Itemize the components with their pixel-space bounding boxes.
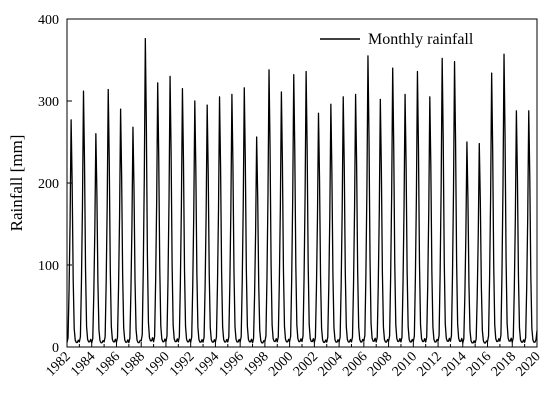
peak-point [144, 38, 146, 40]
x-tick-label: 2012 [414, 349, 444, 379]
x-tick-label: 2000 [266, 349, 296, 379]
peak-point [342, 96, 344, 98]
x-tick-label: 1990 [142, 349, 172, 379]
y-tick-label: 0 [52, 341, 59, 356]
y-tick-label: 200 [38, 177, 59, 192]
peak-point [231, 93, 233, 95]
x-tick-label: 2002 [291, 349, 321, 379]
series-line-monthly-rainfall [66, 38, 538, 344]
peak-point [330, 103, 332, 105]
peak-point [157, 82, 159, 84]
x-tick-label: 2006 [340, 349, 370, 379]
x-tick-label: 2018 [489, 349, 519, 379]
x-tick-label: 1988 [118, 349, 148, 379]
peak-point [95, 133, 97, 135]
peak-point [206, 104, 208, 106]
peak-point [515, 110, 517, 112]
x-tick-label: 1986 [93, 349, 123, 379]
peak-point [367, 55, 369, 57]
peak-point [70, 119, 72, 121]
peak-point [132, 126, 134, 128]
y-axis: 0 100 200 300 400 [38, 13, 72, 356]
peak-point [280, 91, 282, 93]
peak-point [256, 136, 258, 138]
series-layer [66, 38, 538, 344]
peak-point [293, 74, 295, 76]
peak-point [454, 61, 456, 63]
peak-point [243, 87, 245, 89]
peak-point [317, 112, 319, 114]
x-tick-label: 2020 [513, 349, 543, 379]
x-tick-label: 2008 [365, 349, 395, 379]
peak-point [82, 90, 84, 92]
x-axis: 1982198419861988199019921994199619982000… [43, 342, 544, 380]
peak-point [107, 89, 109, 91]
y-tick-label: 400 [38, 13, 59, 28]
peak-point [392, 67, 394, 69]
peak-point [528, 110, 530, 112]
peak-point [355, 93, 357, 95]
x-tick-label: 1994 [192, 349, 222, 379]
y-tick-label: 300 [38, 95, 59, 110]
peak-point [268, 69, 270, 71]
x-tick-label: 2014 [439, 349, 469, 379]
x-tick-label: 1992 [167, 349, 197, 379]
x-tick-label: 2010 [390, 349, 420, 379]
x-tick-label: 1984 [68, 349, 98, 379]
x-tick-label: 2004 [316, 349, 346, 379]
x-tick-label: 2016 [464, 349, 494, 379]
peak-point [491, 72, 493, 74]
peak-point [169, 75, 171, 77]
peak-point [219, 96, 221, 98]
peak-point [466, 141, 468, 143]
peak-point [478, 143, 480, 145]
peak-point [503, 53, 505, 55]
legend: Monthly rainfall [320, 31, 474, 48]
y-axis-title: Rainfall [mm] [7, 135, 26, 232]
peak-point [404, 93, 406, 95]
peak-point [181, 88, 183, 90]
x-tick-label: 1982 [43, 349, 73, 379]
peak-point [429, 96, 431, 98]
legend-label: Monthly rainfall [368, 31, 474, 48]
x-tick-label: 1996 [217, 349, 247, 379]
peak-point [194, 100, 196, 102]
peak-point [416, 70, 418, 72]
x-tick-label: 1998 [241, 349, 271, 379]
peak-point [305, 70, 307, 72]
peak-point [441, 57, 443, 59]
y-tick-label: 100 [38, 259, 59, 274]
peak-point [120, 108, 122, 110]
peak-point [379, 98, 381, 100]
